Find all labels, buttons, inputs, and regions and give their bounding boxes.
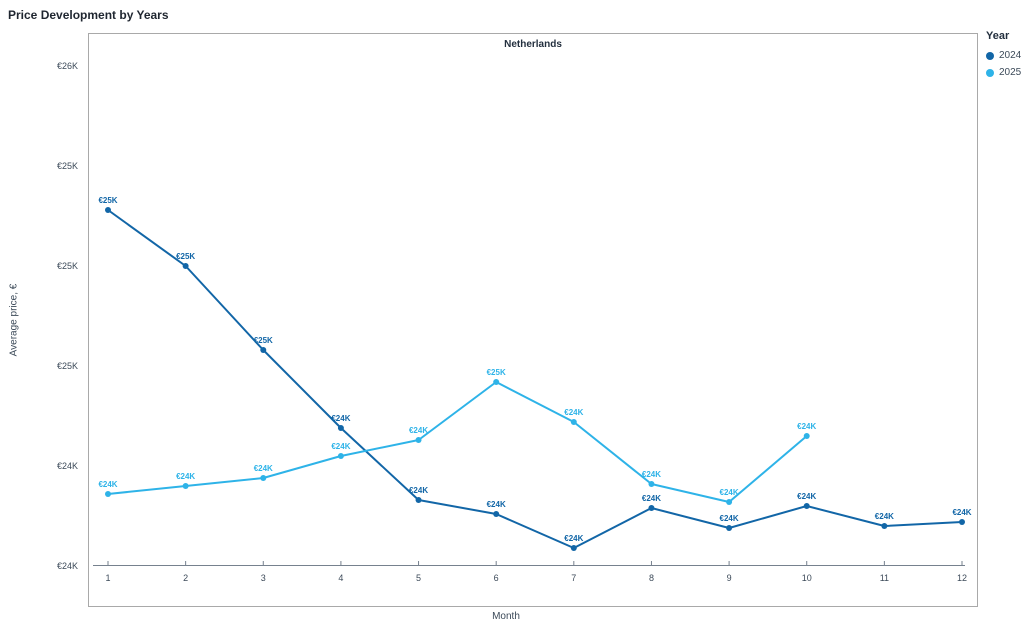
legend-item-2025[interactable]: 2025 [986,67,1024,78]
data-point-2024-m3[interactable] [260,347,267,353]
data-point-label: €25K [254,336,273,345]
data-point-2024-m12[interactable] [959,519,965,525]
data-point-label: €24K [720,488,739,497]
data-point-2024-m2[interactable] [182,263,189,269]
x-tick-label: 4 [338,573,343,583]
data-point-2025-m8[interactable] [648,481,655,487]
legend-dot-icon [986,51,994,60]
series-line-2025 [107,381,808,503]
data-point-2025-m7[interactable] [570,419,577,425]
data-point-2025-m4[interactable] [337,453,344,459]
page-title: Price Development by Years [8,8,169,22]
data-point-2024-m1[interactable] [105,207,111,213]
data-point-label: €24K [797,422,816,431]
x-tick-label: 5 [416,573,421,583]
y-tick-label: €25K [57,161,78,171]
legend-item-2024[interactable]: 2024 [986,50,1024,61]
series-layer: €25K €25K €25K €24K €24K €24K €24K €24K €24K €24K… [98,196,972,551]
y-axis-title: Average price, € [8,283,20,357]
x-axis-ticks: 1 2 3 4 5 6 7 8 9 10 11 12 [105,561,967,583]
data-point-label: €25K [487,368,506,377]
data-point-label: €24K [797,492,816,501]
legend-dot-icon [986,68,994,77]
y-tick-label: €24K [57,561,78,571]
data-point-2025-m1[interactable] [105,491,111,497]
data-point-label: €24K [642,470,661,479]
data-point-label: €24K [176,472,195,481]
data-point-label: €24K [331,414,350,423]
data-point-label: €24K [642,494,661,503]
data-point-2025-m2[interactable] [182,483,189,489]
chart-subtitle: Netherlands [504,39,562,50]
data-point-label: €25K [176,252,195,261]
x-tick-label: 6 [494,573,499,583]
legend: Year 2024 2025 [986,30,1024,84]
legend-title: Year [986,30,1010,42]
x-axis-title: Month [492,611,520,622]
data-point-2025-m6[interactable] [493,379,500,385]
data-point-2024-m4[interactable] [337,425,344,431]
x-tick-label: 9 [727,573,732,583]
y-tick-label: €26K [57,61,78,71]
data-point-label: €24K [254,464,273,473]
x-tick-label: 2 [183,573,188,583]
series-line-2024 [107,209,963,549]
data-point-label: €24K [875,512,894,521]
data-point-label: €24K [564,408,583,417]
data-point-2024-m6[interactable] [493,511,500,517]
plot-border [88,33,978,607]
legend-items: 2024 2025 [986,50,1024,78]
y-tick-label: €25K [57,261,78,271]
data-point-label: €25K [98,196,117,205]
data-point-label: €24K [409,426,428,435]
data-point-label: €24K [98,480,117,489]
data-point-2025-m10[interactable] [803,433,810,439]
x-tick-label: 7 [571,573,576,583]
y-axis-ticks: €26K €25K €25K €25K €24K €24K [57,61,78,571]
data-point-2024-m8[interactable] [648,505,655,511]
data-point-2024-m9[interactable] [726,525,733,531]
data-point-label: €24K [409,486,428,495]
y-tick-label: €24K [57,461,78,471]
y-tick-label: €25K [57,361,78,371]
data-point-label: €24K [720,514,739,523]
data-point-2024-m7[interactable] [570,545,577,551]
data-point-2024-m11[interactable] [881,523,888,529]
x-tick-label: 3 [261,573,266,583]
x-tick-label: 1 [105,573,110,583]
data-point-label: €24K [331,442,350,451]
x-tick-label: 11 [880,573,889,583]
data-point-2025-m9[interactable] [726,499,733,505]
data-point-label: €24K [487,500,506,509]
data-point-2024-m10[interactable] [803,503,810,509]
data-point-2025-m3[interactable] [260,475,267,481]
data-point-2024-m5[interactable] [415,497,422,503]
data-point-label: €24K [564,534,583,543]
x-tick-label: 8 [649,573,654,583]
data-point-2025-m5[interactable] [415,437,422,443]
x-tick-label: 10 [802,573,812,583]
data-point-label: €24K [952,508,971,517]
legend-item-label: 2024 [999,50,1022,61]
x-tick-label: 12 [957,573,967,583]
legend-item-label: 2025 [999,67,1022,78]
